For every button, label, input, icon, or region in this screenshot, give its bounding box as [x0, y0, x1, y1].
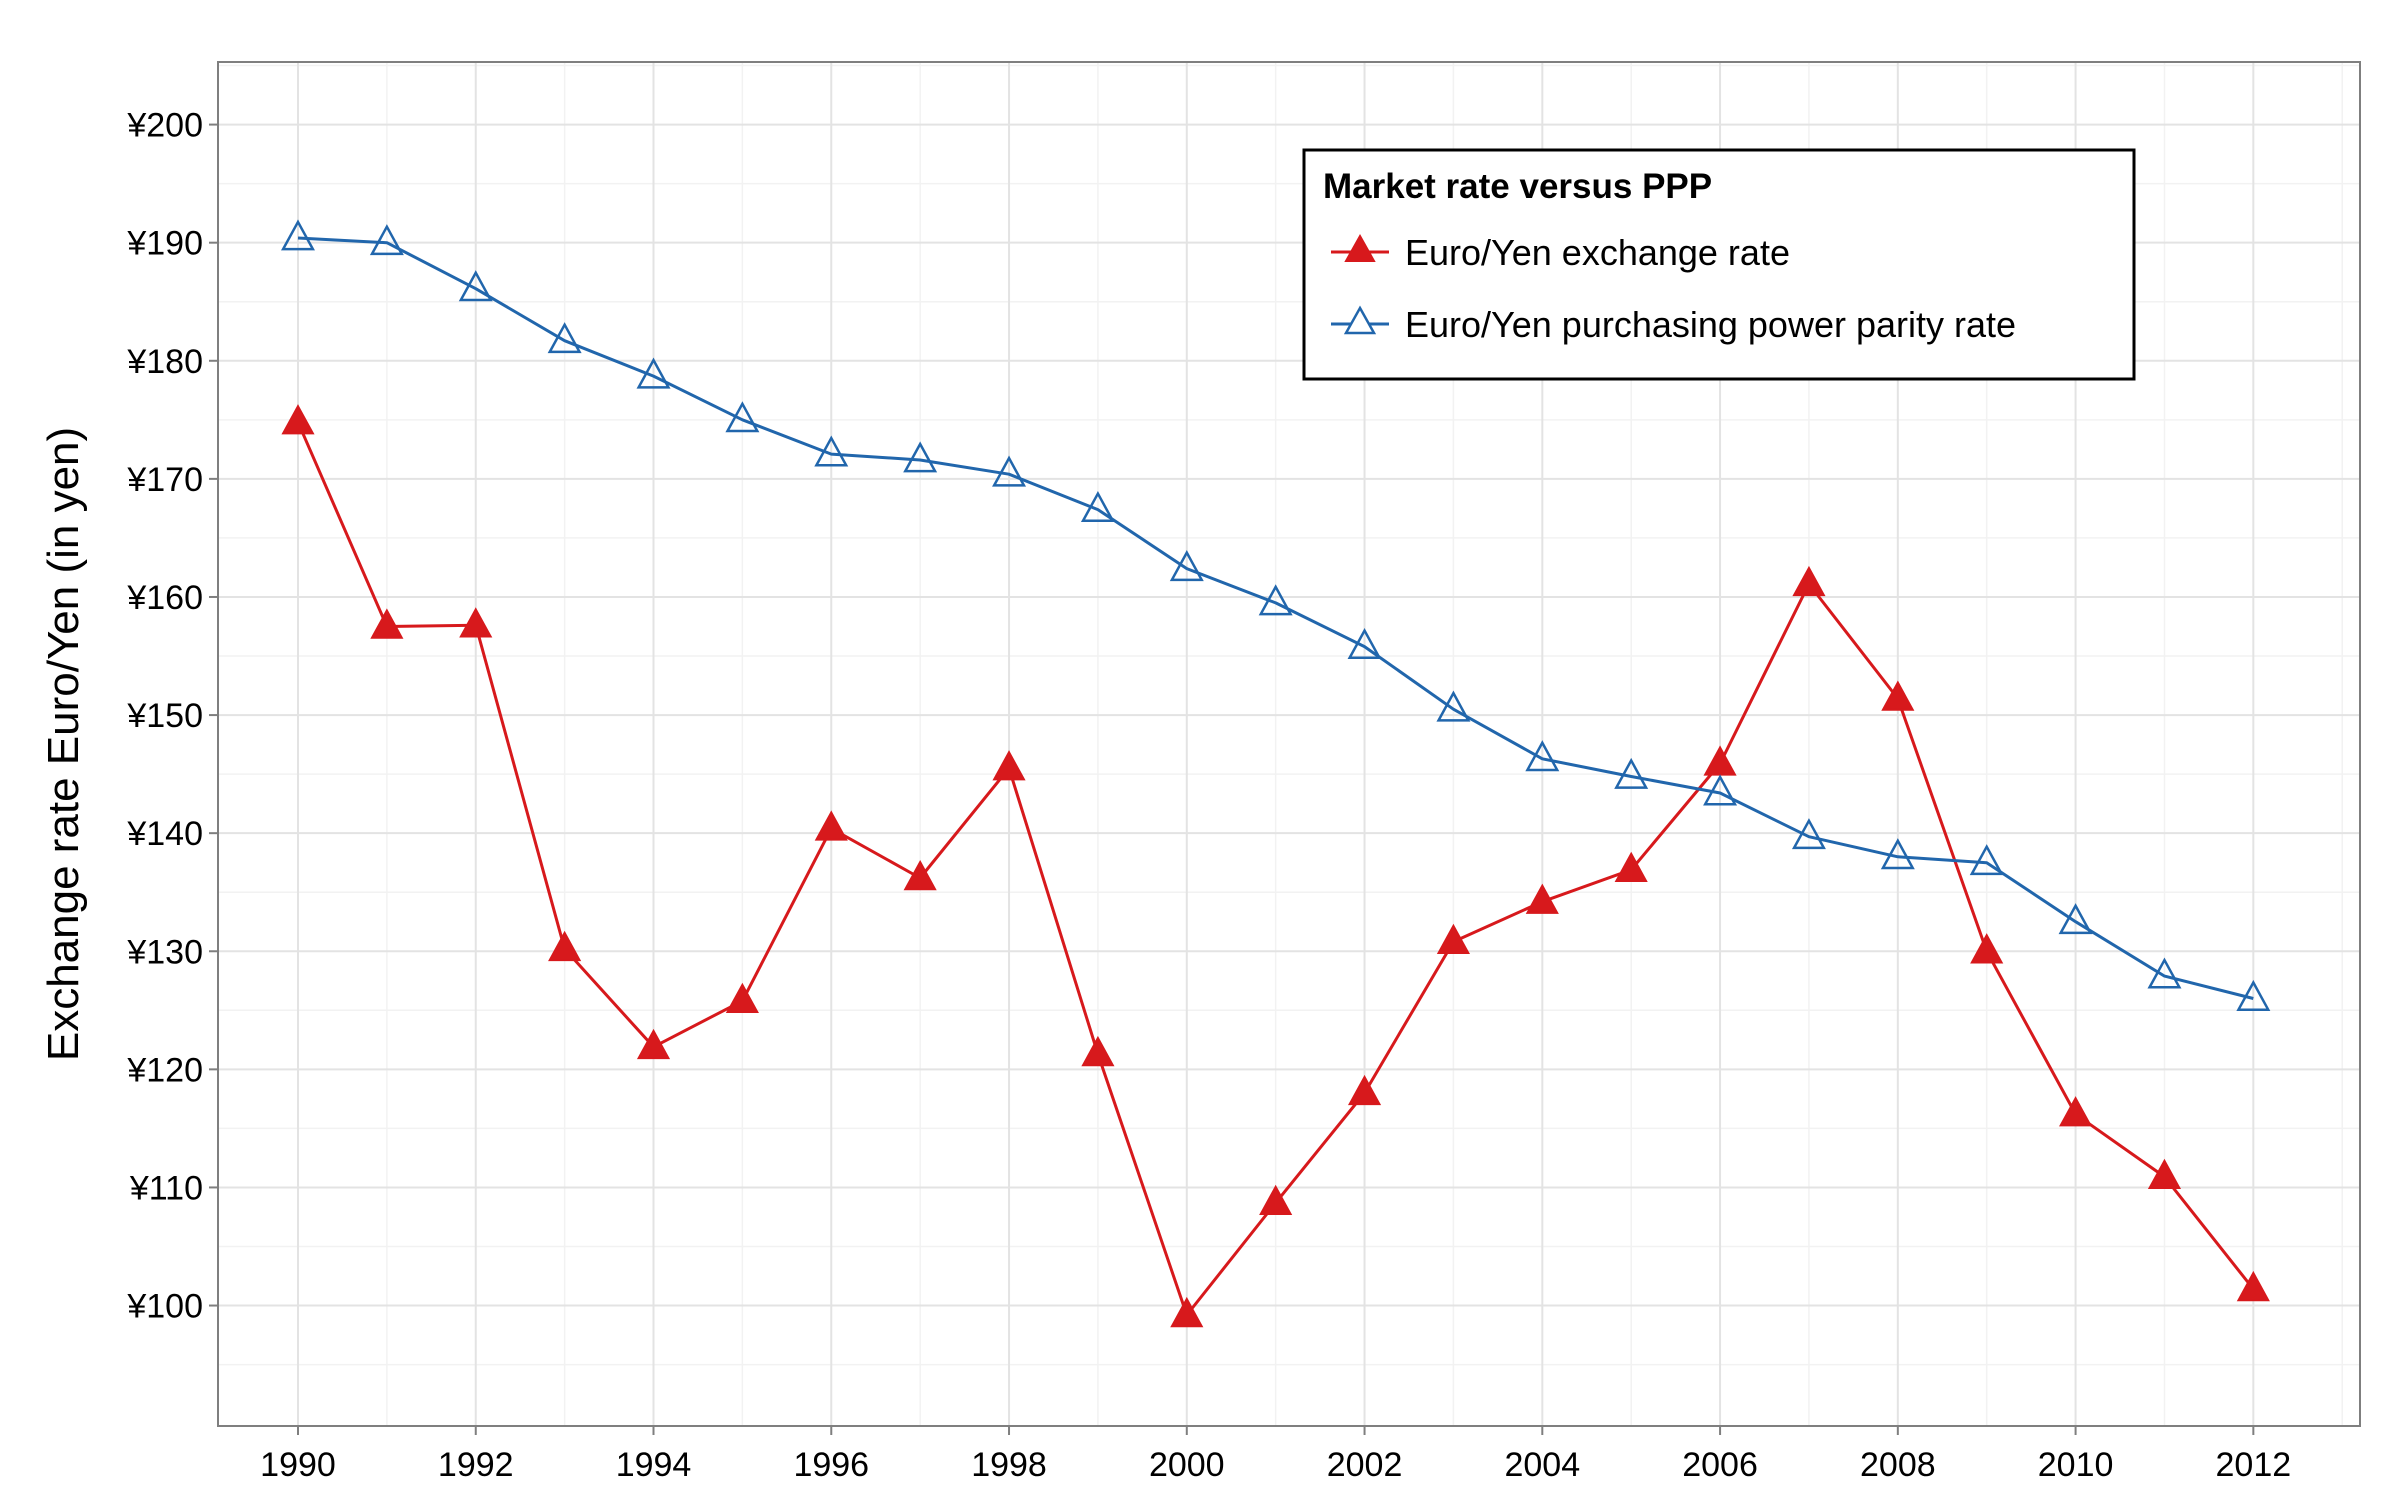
- data-point-exchange-rate: [1614, 851, 1648, 882]
- legend-item-exchange-rate: Euro/Yen exchange rate: [1331, 232, 1790, 273]
- data-point-ppp-rate: [1703, 774, 1738, 806]
- data-point-exchange-rate: [1525, 883, 1559, 914]
- data-point-exchange-rate: [370, 608, 404, 639]
- data-point-exchange-rate: [459, 607, 493, 638]
- y-tick-label: ¥190: [126, 225, 203, 263]
- y-tick-label: ¥120: [126, 1051, 203, 1089]
- data-point-ppp-rate: [1969, 844, 2004, 876]
- y-axis: ¥100 ¥110 ¥120 ¥130 ¥140 ¥150 ¥160 ¥170 ¥180 ¥190…: [126, 107, 218, 1326]
- data-point-exchange-rate: [1792, 565, 1826, 597]
- data-point-ppp-rate: [992, 455, 1027, 487]
- data-point-exchange-rate: [992, 750, 1026, 781]
- data-point-ppp-rate: [2058, 903, 2093, 935]
- data-point-exchange-rate: [2147, 1158, 2182, 1190]
- data-point-exchange-rate: [725, 982, 759, 1014]
- data-point-ppp-rate: [2236, 979, 2271, 1011]
- data-point-ppp-rate: [1791, 818, 1826, 850]
- legend-label-ppp-rate: Euro/Yen purchasing power parity rate: [1405, 304, 2016, 345]
- y-tick-label: ¥130: [126, 933, 203, 971]
- y-tick-label: ¥200: [126, 107, 203, 145]
- data-point-exchange-rate: [281, 404, 315, 435]
- data-point-exchange-rate: [636, 1028, 671, 1060]
- legend-label-exchange-rate: Euro/Yen exchange rate: [1405, 232, 1790, 273]
- data-point-ppp-rate: [1169, 550, 1204, 582]
- data-point-ppp-rate: [1525, 740, 1560, 772]
- y-tick-label: ¥150: [126, 697, 203, 735]
- y-tick-label: ¥140: [126, 815, 203, 853]
- x-tick-label: 1992: [438, 1446, 514, 1484]
- y-tick-label: ¥110: [129, 1169, 203, 1207]
- data-point-exchange-rate: [1259, 1184, 1293, 1215]
- legend-filled-triangle-icon: [1344, 233, 1376, 262]
- legend-item-ppp-rate: Euro/Yen purchasing power parity rate: [1331, 304, 2016, 345]
- legend-box: [1302, 148, 2136, 381]
- data-point-ppp-rate: [1880, 838, 1915, 870]
- series-line-ppp-rate: [297, 236, 2254, 1000]
- data-point-exchange-rate: [2059, 1096, 2093, 1127]
- y-tick-label: ¥180: [126, 343, 203, 381]
- series-layer: [281, 219, 2271, 1328]
- legend-title: Market rate versus PPP: [1323, 167, 1712, 206]
- data-point-exchange-rate: [548, 930, 582, 962]
- data-point-ppp-rate: [369, 224, 404, 256]
- x-tick-label: 1994: [616, 1446, 692, 1484]
- data-point-exchange-rate: [1081, 1035, 1115, 1067]
- data-point-exchange-rate: [903, 859, 937, 891]
- data-point-ppp-rate: [814, 435, 849, 467]
- y-tick-label: ¥100: [126, 1288, 203, 1326]
- legend-hollow-triangle-icon: [1343, 305, 1377, 335]
- x-tick-label: 2004: [1504, 1446, 1580, 1484]
- data-point-ppp-rate: [903, 441, 938, 473]
- x-tick-label: 2012: [2216, 1446, 2292, 1484]
- data-point-exchange-rate: [1170, 1296, 1204, 1328]
- data-point-ppp-rate: [725, 401, 760, 433]
- y-tick-label: ¥160: [126, 579, 203, 617]
- data-point-exchange-rate: [1970, 933, 2004, 964]
- x-tick-label: 2006: [1682, 1446, 1758, 1484]
- plot-border: [217, 61, 2361, 1427]
- y-tick-label: ¥170: [126, 461, 203, 499]
- x-tick-label: 1998: [971, 1446, 1047, 1484]
- data-point-exchange-rate: [1347, 1074, 1382, 1106]
- x-tick-label: 2002: [1327, 1446, 1403, 1484]
- data-point-ppp-rate: [547, 322, 582, 354]
- data-point-exchange-rate: [2236, 1270, 2270, 1302]
- data-point-ppp-rate: [458, 270, 493, 302]
- y-axis-title: Exchange rate Euro/Yen (in yen): [39, 427, 88, 1061]
- data-point-ppp-rate: [281, 219, 315, 251]
- data-point-ppp-rate: [1080, 490, 1115, 523]
- data-point-ppp-rate: [2147, 957, 2182, 989]
- x-axis: 1990 1992 1994 1996 1998 2000 2002 2004 2006 2008…: [260, 1426, 2291, 1484]
- data-point-ppp-rate: [1436, 690, 1471, 722]
- data-point-ppp-rate: [1614, 757, 1649, 789]
- legend: Market rate versus PPP Euro/Yen exchange…: [1302, 148, 2136, 381]
- x-tick-label: 2008: [1860, 1446, 1936, 1484]
- data-point-ppp-rate: [1347, 627, 1382, 660]
- data-point-exchange-rate: [1436, 923, 1470, 955]
- x-tick-label: 2010: [2038, 1446, 2114, 1484]
- data-point-exchange-rate: [814, 810, 848, 841]
- data-point-exchange-rate: [1881, 680, 1915, 711]
- data-point-ppp-rate: [636, 357, 671, 389]
- x-tick-label: 2000: [1149, 1446, 1225, 1484]
- x-tick-label: 1990: [260, 1446, 336, 1484]
- x-tick-label: 1996: [793, 1446, 869, 1484]
- data-point-ppp-rate: [1258, 584, 1293, 616]
